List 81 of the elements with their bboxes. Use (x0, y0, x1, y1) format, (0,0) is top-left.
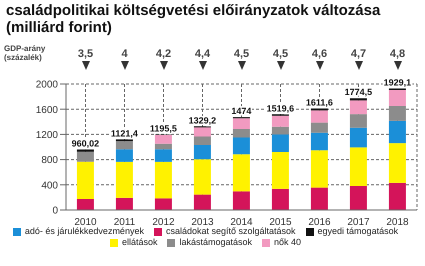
bar (116, 141, 133, 150)
bar (388, 90, 406, 106)
y-tick-label: 1600 (36, 104, 58, 116)
bar (388, 143, 406, 183)
text: 3,5 (76, 48, 94, 60)
bar (272, 116, 289, 127)
x-tick-label: 2018 (386, 217, 410, 228)
bar (350, 128, 367, 148)
x-tick-label: 2010 (74, 217, 98, 228)
text: 4 (120, 48, 129, 60)
total-label: 1929,1 (384, 77, 412, 88)
bar (388, 182, 406, 210)
y-tick-label: 0 (52, 206, 58, 217)
bar (310, 132, 328, 150)
bar (194, 136, 211, 145)
bar (154, 162, 172, 198)
text: GDP-arány (százalék) (3, 44, 46, 62)
total-label: 960,02 (72, 138, 100, 149)
bar (232, 138, 250, 154)
total-label: 1611,6 (306, 97, 333, 108)
bar (154, 149, 172, 162)
text: 4,5 (232, 48, 250, 60)
x-tick-label: 2017 (347, 217, 370, 228)
y-tick-label: 400 (41, 180, 58, 192)
text: 4,2 (154, 48, 172, 60)
bar (116, 149, 133, 162)
x-tick-label: 2014 (230, 217, 254, 228)
total-label: 1195,5 (150, 124, 177, 134)
x-tick-label: 2012 (152, 217, 176, 228)
x-tick-label: 2011 (114, 217, 136, 228)
bar (272, 126, 289, 135)
bar (232, 118, 250, 129)
bar (350, 100, 367, 114)
bar (310, 122, 328, 133)
y-tick-label: 800 (41, 155, 58, 166)
bar (154, 135, 172, 144)
text: 4,4 (194, 48, 212, 60)
total-label: 1329,2 (188, 115, 216, 126)
x-tick-label: 2016 (308, 217, 332, 228)
text: 4,8 (388, 48, 406, 60)
y-tick-label: 2000 (36, 80, 58, 91)
bar (232, 191, 250, 210)
bar (194, 144, 211, 160)
text: 4,7 (350, 48, 368, 60)
bar (388, 120, 406, 144)
legend-label: családokat segítő szolgáltatások (166, 226, 296, 236)
legend-label: adó- és járulékkedvezmények (24, 226, 144, 236)
bar (76, 162, 94, 199)
bar (194, 159, 211, 195)
x-tick-label: 2013 (191, 217, 214, 228)
bar (350, 147, 367, 186)
chart-title: családpolitikai költségvetési előirányzatok változása (milliárd forint) (5, 1, 382, 36)
bar (76, 198, 94, 210)
legend-label: lakástámogatások (179, 237, 252, 247)
bar (76, 152, 94, 162)
bar (310, 188, 328, 210)
total-label: 1474 (231, 106, 252, 116)
x-tick-label: 2015 (269, 217, 292, 228)
bar (272, 152, 289, 189)
legend-label: ellátások (122, 237, 158, 247)
bar (232, 154, 250, 192)
bar (310, 110, 328, 123)
bar (310, 150, 328, 188)
y-tick-label: 1200 (36, 130, 58, 141)
bar (350, 114, 367, 128)
bar (194, 127, 211, 137)
legend-label: nők 40 (274, 237, 302, 247)
text: 4,6 (310, 48, 328, 60)
bar (388, 106, 406, 121)
bar (350, 186, 367, 210)
legend-label: egyedi támogatások (318, 226, 398, 236)
bar (154, 144, 172, 150)
text: 4,5 (272, 48, 290, 60)
bar (272, 188, 289, 210)
bar (116, 162, 133, 198)
bar (194, 194, 211, 210)
bar (232, 128, 250, 138)
bar (272, 134, 289, 152)
bar (116, 198, 133, 210)
bar (154, 198, 172, 210)
total-label: 1774,5 (344, 87, 372, 98)
